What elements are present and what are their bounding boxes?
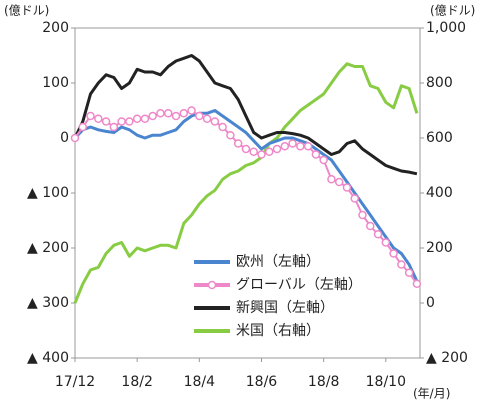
series-marker	[311, 150, 321, 159]
series-marker	[210, 117, 220, 126]
series-marker	[94, 114, 103, 123]
series-marker	[195, 111, 204, 121]
series-marker	[171, 111, 181, 121]
y2-tick-label: 0	[426, 295, 435, 311]
x-tick-label: 18/4	[184, 374, 216, 390]
series-marker	[257, 150, 266, 159]
y2-unit: (億ドル)	[430, 4, 475, 18]
series-marker	[412, 279, 422, 288]
y2-tick-label: 200	[426, 240, 453, 256]
y-tick-label: ▲ 200	[27, 240, 69, 256]
series-marker	[288, 139, 297, 148]
series-marker	[125, 117, 134, 126]
legend: 欧州（左軸） グローバル（左軸） 新興国（左軸） 米国（右軸）	[188, 247, 362, 345]
series-marker	[179, 109, 189, 118]
series-marker	[218, 122, 227, 132]
y-tick-label: 200	[42, 20, 69, 36]
series-marker	[163, 109, 173, 118]
series-marker	[404, 268, 414, 277]
series-marker	[327, 175, 336, 184]
y2-tick-label: 800	[426, 75, 453, 91]
x-tick-label: 18/10	[366, 374, 406, 390]
y2-tick-label: 1,000	[426, 20, 466, 36]
series-marker	[334, 177, 344, 187]
y-tick-label: ▲ 100	[27, 185, 69, 201]
series-marker	[296, 142, 305, 151]
series-marker	[187, 106, 196, 115]
series-marker	[280, 142, 290, 151]
series-marker	[202, 114, 212, 123]
series-marker	[249, 147, 258, 156]
x-tick-label: 18/8	[308, 374, 339, 390]
y2-tick-label: ▲ 200	[426, 350, 468, 366]
series-marker	[241, 144, 251, 154]
series-marker	[86, 111, 95, 121]
series-line	[73, 62, 419, 304]
series-marker	[233, 139, 243, 148]
legend-label: 米国（右軸）	[236, 323, 320, 339]
series-marker	[70, 133, 80, 143]
x-tick-label: 17/12	[55, 374, 95, 390]
series-marker	[366, 221, 375, 231]
series-marker	[319, 155, 328, 165]
series-marker	[303, 142, 313, 151]
legend-label: 新興国（左軸）	[236, 300, 334, 316]
series-marker	[140, 114, 150, 123]
series-marker	[148, 111, 157, 121]
x-tick-label: 18/6	[246, 374, 278, 390]
series-marker	[389, 249, 398, 258]
series-marker	[272, 144, 282, 154]
legend-label: 欧州（左軸）	[236, 254, 320, 270]
y-unit: (億ドル)	[4, 4, 49, 18]
y2-tick-label: 600	[426, 130, 453, 146]
series-line	[73, 109, 419, 282]
series-marker	[156, 109, 165, 118]
series-marker	[78, 122, 88, 132]
series-marker	[226, 131, 235, 140]
series-marker	[358, 210, 367, 220]
legend-label: グローバル（左軸）	[236, 277, 362, 293]
series-marker	[109, 122, 119, 132]
x-tick-label: 18/2	[121, 374, 152, 390]
series-marker	[265, 147, 274, 156]
y2-tick-label: 400	[426, 185, 453, 201]
series-marker	[350, 194, 359, 203]
series-marker	[117, 117, 126, 126]
series-line	[73, 54, 418, 176]
y-tick-label: ▲ 400	[27, 350, 69, 366]
legend-marker	[207, 280, 217, 290]
y-tick-label: 0	[60, 130, 69, 146]
series-marker	[373, 230, 383, 239]
series-marker	[132, 114, 142, 123]
series-marker	[101, 117, 111, 126]
y-tick-label: ▲ 300	[27, 295, 69, 311]
series-marker	[397, 260, 406, 269]
series-marker	[381, 238, 391, 247]
series-marker	[342, 183, 352, 192]
y-tick-label: 100	[42, 75, 69, 91]
x-unit: (年/月)	[413, 387, 450, 401]
